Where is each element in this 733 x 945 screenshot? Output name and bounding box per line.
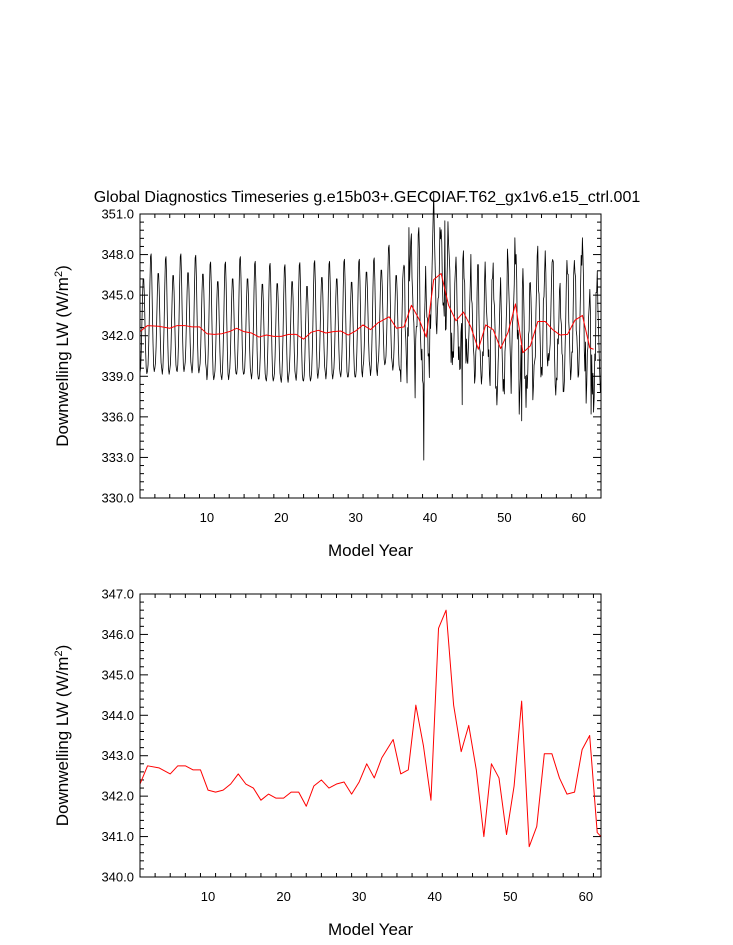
top-series-line-monthly — [139, 191, 601, 461]
bottom-axis-ticks — [139, 593, 601, 878]
top-x-tick-label: 40 — [423, 510, 437, 525]
bottom-y-tick-label: 344.0 — [101, 708, 134, 723]
top-y-tick-label: 330.0 — [101, 491, 134, 506]
top-panel-monthly-and-annual: 330.0 333.0 336.0 339.0 342.0 345.0 348.0 351.0… — [53, 191, 602, 560]
bottom-y-axis-label-sup: 2 — [53, 650, 65, 656]
top-y-tick-label: 336.0 — [101, 409, 134, 424]
top-y-axis-label-sup: 2 — [53, 271, 65, 277]
bottom-x-tick-label: 40 — [428, 889, 442, 904]
chart-title: Global Diagnostics Timeseries g.e15b03+.… — [94, 189, 641, 206]
top-y-tick-label: 345.0 — [101, 288, 134, 303]
top-axis-ticks — [139, 213, 602, 499]
bottom-y-tick-label: 342.0 — [101, 789, 134, 804]
bottom-series — [139, 609, 602, 848]
bottom-series-line-annual-mean — [139, 609, 602, 848]
top-y-tick-label: 342.0 — [101, 328, 134, 343]
top-x-tick-label: 50 — [497, 510, 511, 525]
top-y-tick-label: 333.0 — [101, 450, 134, 465]
top-x-tick-label: 20 — [274, 510, 288, 525]
top-plot-frame — [139, 213, 602, 499]
top-y-axis-label-base: Downwelling LW (W/m — [53, 277, 72, 447]
bottom-x-tick-label: 50 — [503, 889, 517, 904]
bottom-x-axis-label: Model Year — [328, 920, 413, 939]
top-y-axis-label: Downwelling LW (W/m2) — [53, 265, 72, 447]
top-x-tick-label: 10 — [200, 510, 214, 525]
top-x-tick-label: 60 — [571, 510, 585, 525]
top-y-axis-label-tail: ) — [53, 265, 72, 271]
bottom-x-tick-label: 60 — [579, 889, 593, 904]
bottom-x-tick-label: 20 — [276, 889, 290, 904]
top-series-line-annual-mean — [139, 273, 594, 354]
bottom-x-tick-labels: 10 20 30 40 50 60 — [201, 889, 593, 904]
bottom-y-tick-label: 346.0 — [101, 627, 134, 642]
bottom-y-axis-label: Downwelling LW (W/m2) — [53, 645, 72, 827]
bottom-y-tick-labels: 340.0 341.0 342.0 343.0 344.0 345.0 346.0 347.0 — [101, 587, 134, 885]
bottom-x-tick-label: 30 — [352, 889, 366, 904]
bottom-y-tick-label: 345.0 — [101, 667, 134, 682]
bottom-y-tick-label: 347.0 — [101, 587, 134, 602]
bottom-x-tick-label: 10 — [201, 889, 215, 904]
top-x-tick-labels: 10 20 30 40 50 60 — [200, 510, 586, 525]
bottom-y-axis-label-tail: ) — [53, 645, 72, 651]
top-y-tick-labels: 330.0 333.0 336.0 339.0 342.0 345.0 348.0 351.0 — [101, 207, 134, 506]
top-x-axis-label: Model Year — [328, 541, 413, 560]
bottom-y-tick-label: 340.0 — [101, 870, 134, 885]
bottom-panel-annual-mean: 340.0 341.0 342.0 343.0 344.0 345.0 346.0 347.0… — [53, 587, 602, 939]
top-y-tick-label: 351.0 — [101, 207, 134, 222]
top-y-tick-label: 348.0 — [101, 247, 134, 262]
top-series — [139, 191, 601, 461]
bottom-y-tick-label: 341.0 — [101, 829, 134, 844]
bottom-y-tick-label: 343.0 — [101, 748, 134, 763]
bottom-plot-frame — [139, 593, 602, 878]
bottom-y-axis-label-base: Downwelling LW (W/m — [53, 657, 72, 827]
top-y-tick-label: 339.0 — [101, 369, 134, 384]
top-x-tick-label: 30 — [348, 510, 362, 525]
